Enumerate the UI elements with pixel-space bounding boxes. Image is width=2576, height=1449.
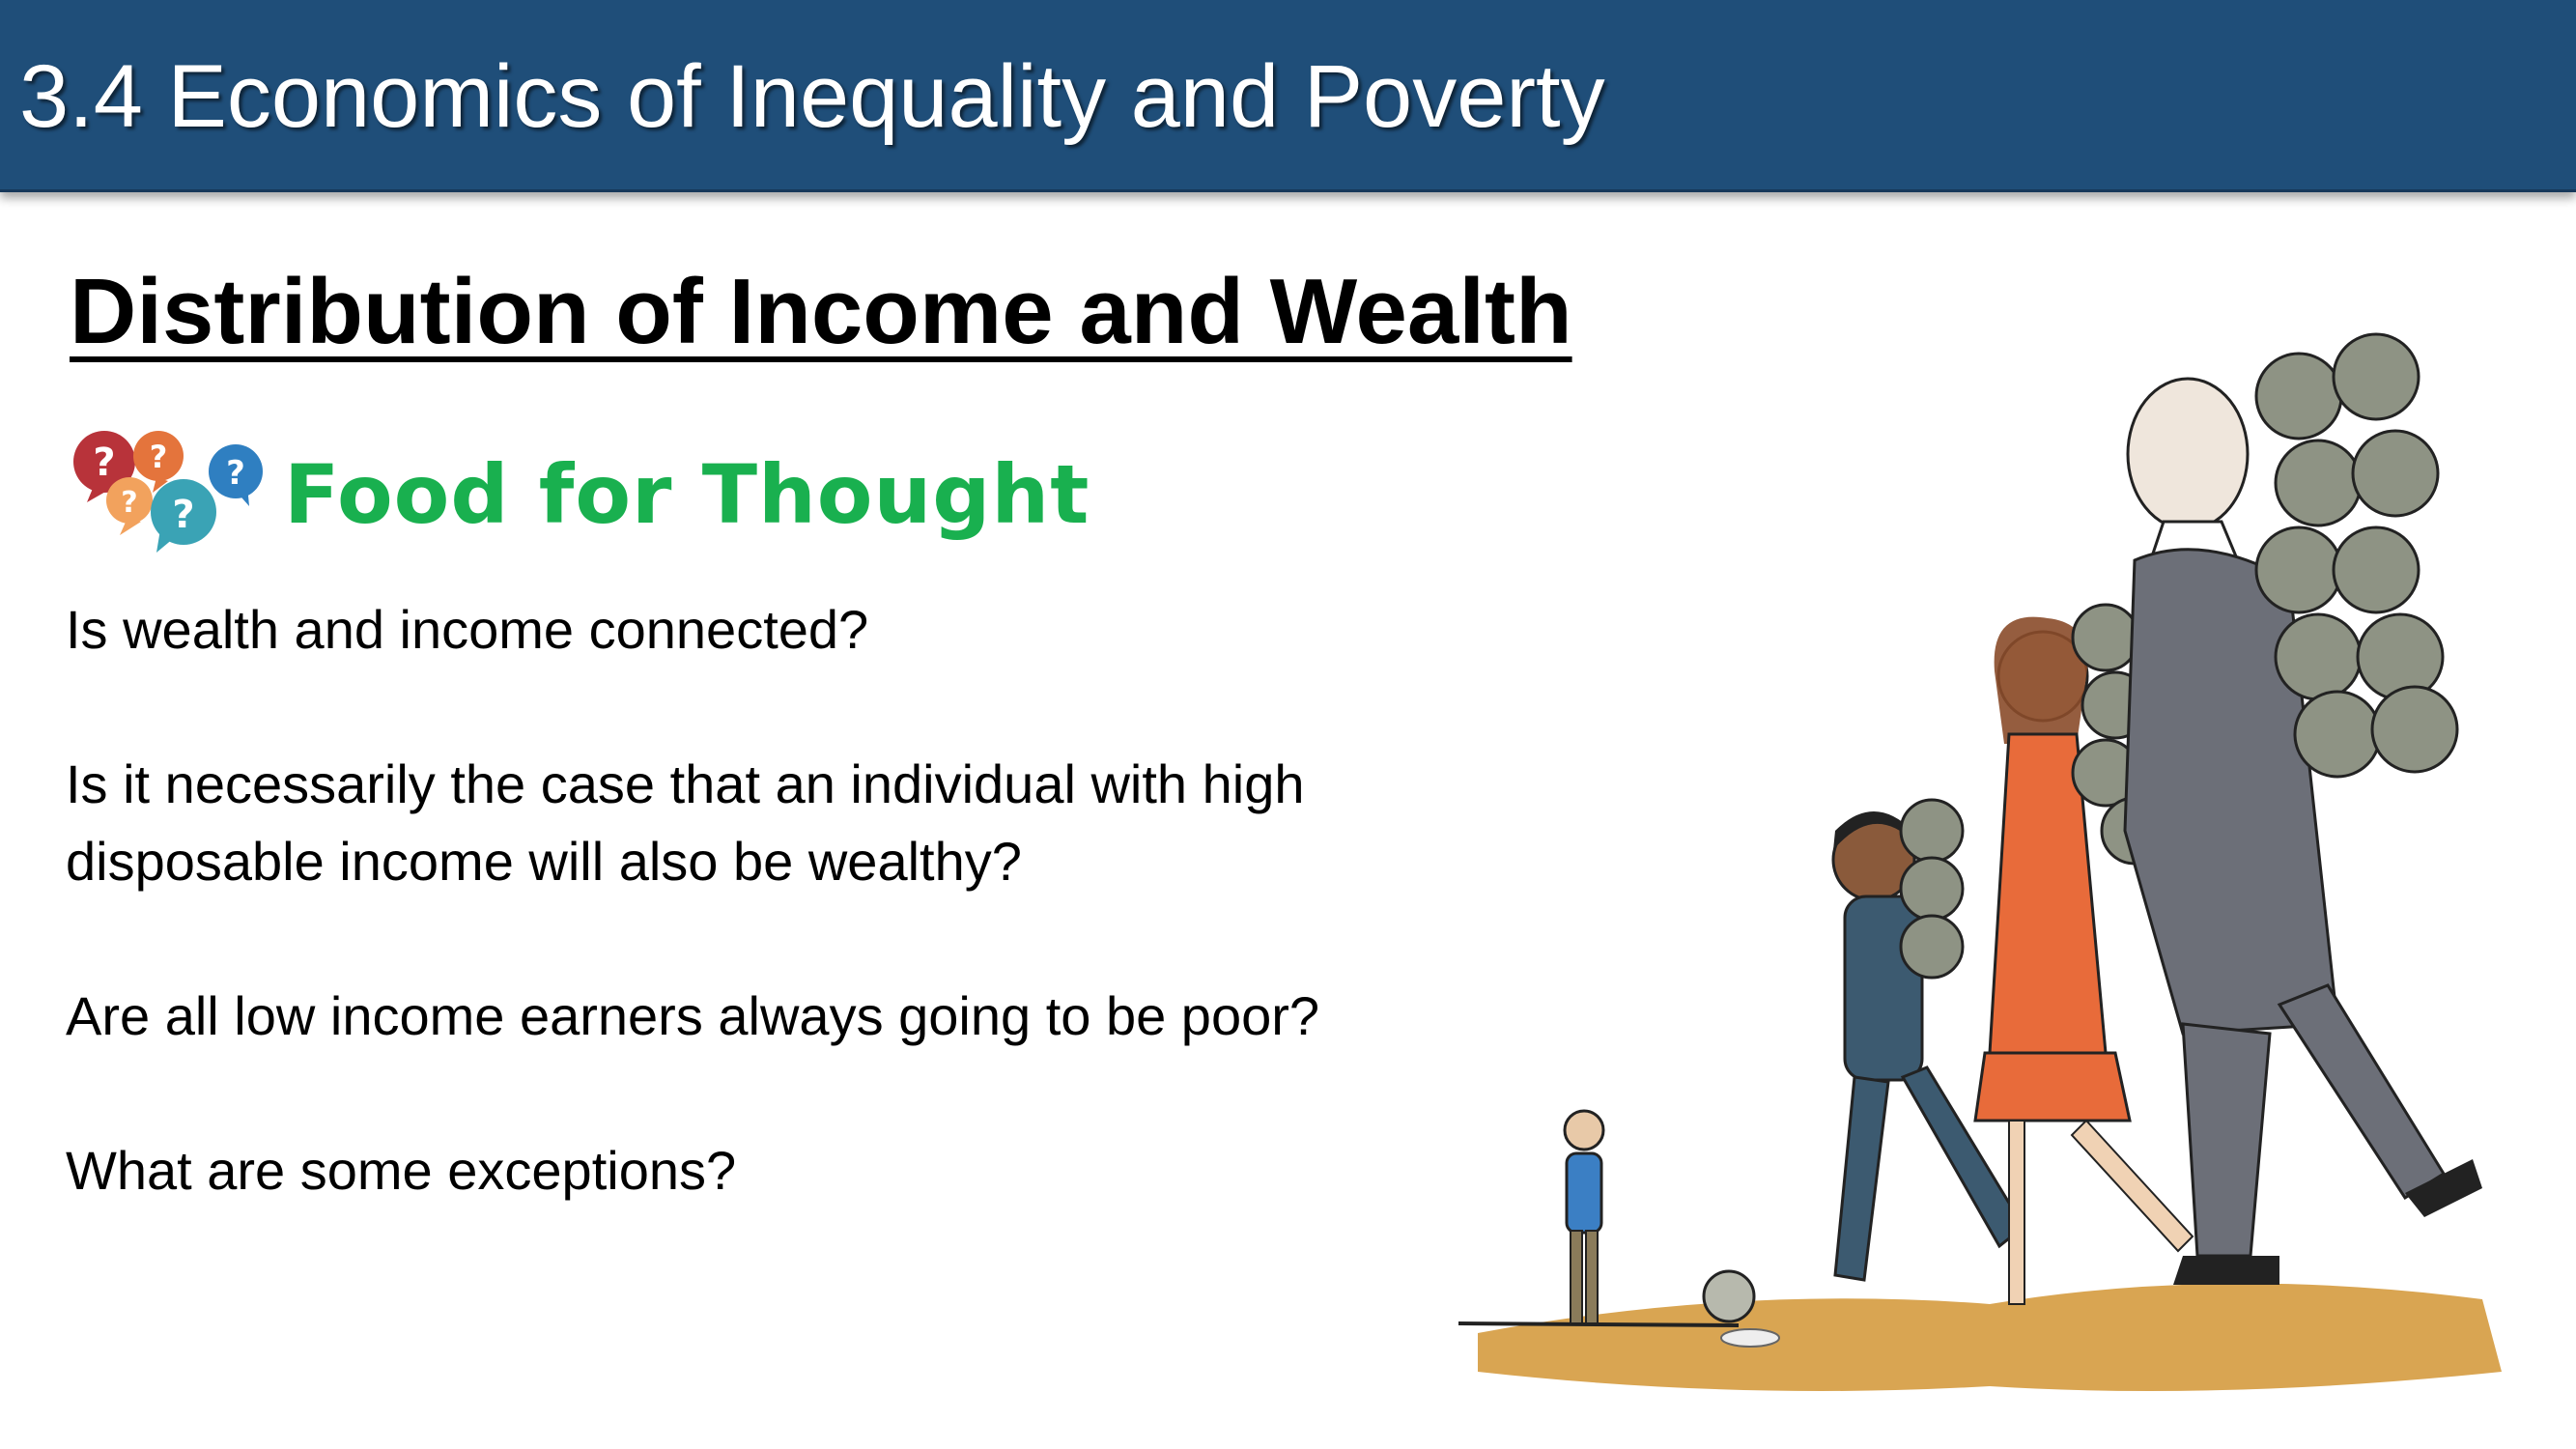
svg-text:?: ? (150, 439, 168, 475)
svg-text:?: ? (93, 440, 115, 485)
header-bar: 3.4 Economics of Inequality and Poverty (0, 0, 2576, 192)
small-figure (1563, 1109, 1605, 1324)
svg-text:?: ? (121, 486, 137, 520)
section-heading: Distribution of Income and Wealth (70, 260, 1572, 363)
question-2: Is it necessarily the case that an indiv… (66, 753, 1305, 892)
question-1: Is wealth and income connected? (66, 599, 869, 660)
svg-text:?: ? (172, 493, 194, 537)
businessman-figure (2123, 332, 2482, 1285)
question-4: What are some exceptions? (66, 1140, 737, 1201)
woman-figure (1973, 603, 2194, 1305)
question-bubbles-icon: ? ? ? ? ? (73, 431, 263, 553)
food-for-thought-label: Food for Thought (284, 447, 1090, 542)
svg-text:?: ? (226, 454, 245, 493)
people-carrying-coins-illustration (1458, 332, 2502, 1391)
slide-title: 3.4 Economics of Inequality and Poverty (19, 47, 1605, 146)
boy-figure (1831, 798, 2025, 1282)
question-list: Is wealth and income connected? Is it ne… (66, 591, 1457, 1287)
question-3: Are all low income earners always going … (66, 985, 1320, 1046)
